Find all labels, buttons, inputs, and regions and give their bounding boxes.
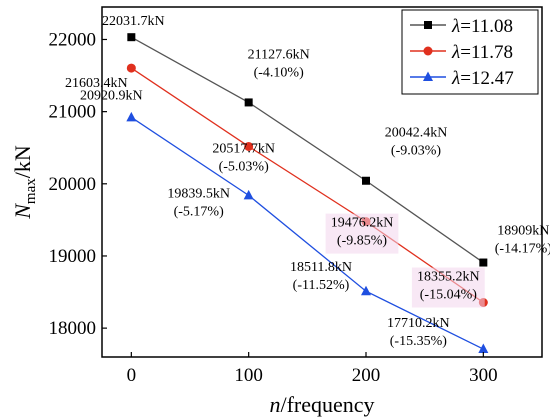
series-layer (126, 33, 489, 354)
data-point-circle (423, 46, 433, 56)
legend-item-3: λ=12.47 (410, 68, 514, 89)
y-tick-label: 20000 (49, 174, 97, 195)
legend-label-symbol: λ (451, 16, 460, 37)
y-axis-title-sub: max (23, 178, 39, 204)
data-point-triangle (361, 285, 371, 296)
x-axis-title-unit: /frequency (280, 392, 374, 417)
x-tick-label: 300 (469, 365, 498, 386)
series-line (131, 36, 484, 264)
legend-label-value: =12.47 (460, 68, 513, 89)
data-label: (-11.52%) (293, 278, 350, 293)
y-axis-title-unit: /kN (10, 145, 35, 178)
series-line (130, 67, 484, 304)
series-line (130, 116, 484, 350)
data-label: 18909kN (497, 224, 549, 239)
y-axis-title-var: N (10, 203, 35, 220)
x-axis-title: n/frequency (269, 392, 374, 417)
legend-label-symbol: λ (451, 68, 460, 89)
data-label: 21603.4kN (65, 76, 128, 91)
data-label: 17710.2kN (387, 316, 450, 331)
legend-label-value: =11.78 (460, 42, 513, 63)
data-label: (-5.03%) (219, 159, 269, 174)
data-label: 20920.9kN (80, 88, 143, 103)
data-point-circle (126, 63, 136, 73)
legend-item-2: λ=11.78 (410, 42, 513, 63)
data-label: (-5.17%) (174, 204, 224, 219)
data-point-triangle (243, 189, 254, 200)
x-tick-label: 100 (234, 365, 263, 386)
data-point-square (362, 176, 370, 185)
y-tick-label: 22000 (49, 29, 97, 50)
legend-label: λ=12.47 (451, 68, 514, 89)
data-point-square (479, 258, 488, 267)
data-label: (-9.85%) (337, 234, 387, 249)
axis-layer: 0 100 200 300 18000 19000 20000 21000 22000 n/fre… (10, 29, 498, 417)
plot-frame (101, 6, 543, 358)
series-1 (127, 33, 488, 267)
legend-label: λ=11.78 (451, 42, 513, 63)
x-tick-label: 200 (352, 365, 381, 386)
data-label: 20517.7kN (212, 141, 275, 156)
x-tick-label: 0 (127, 365, 137, 386)
annotation-highlight (411, 267, 485, 308)
data-label: 21127.6kN (248, 47, 310, 62)
data-label: 22031.7kN (102, 14, 165, 29)
data-point-square (127, 33, 136, 42)
legend-item-1: λ=11.08 (410, 16, 513, 37)
data-point-square (244, 98, 253, 107)
data-point-square (424, 21, 432, 29)
data-point-triangle (126, 111, 137, 122)
data-point-triangle (478, 343, 489, 354)
y-tick-label: 21000 (49, 102, 97, 123)
y-axis-title: Nmax/kN (10, 145, 39, 220)
series-3 (126, 111, 489, 354)
data-label: (-9.03%) (391, 144, 441, 159)
legend-label: λ=11.08 (451, 16, 513, 37)
data-label: (-15.04%) (420, 288, 477, 303)
legend-label-symbol: λ (451, 42, 460, 63)
legend-label-value: =11.08 (460, 16, 513, 37)
data-label: (-14.17%) (495, 242, 550, 257)
annotation-highlight (325, 213, 399, 254)
y-tick-label: 19000 (49, 246, 97, 267)
data-label: (-15.35%) (390, 334, 447, 349)
data-point-triangle (423, 71, 433, 81)
data-label: 19476.2kN (331, 216, 394, 231)
data-point-circle (244, 141, 254, 151)
data-label: 18511.8kN (290, 260, 352, 275)
data-label: (-4.10%) (254, 65, 304, 80)
annotation-layer: 22031.7kN 21127.6kN (-4.10%) 20042.4kN (-9.0… (65, 14, 550, 349)
data-label: 18355.2kN (417, 270, 480, 285)
x-axis-title-var: n (269, 392, 280, 417)
legend: λ=11.08λ=11.78λ=12.47 (401, 9, 539, 95)
y-tick-label: 18000 (49, 318, 97, 339)
data-label: 19839.5kN (167, 186, 230, 201)
data-label: 20042.4kN (385, 126, 448, 141)
